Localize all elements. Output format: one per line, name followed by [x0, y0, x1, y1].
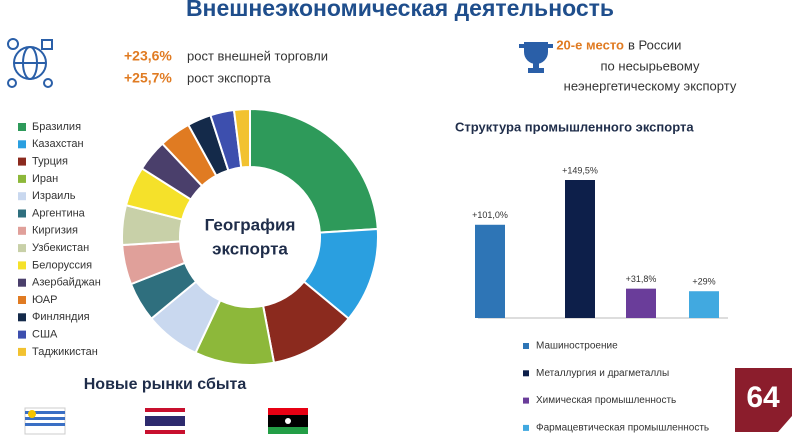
- badge-text: 64: [746, 381, 780, 414]
- legend-swatch: [18, 192, 26, 201]
- legend-swatch: [18, 140, 26, 149]
- badge: [735, 368, 792, 432]
- legend-label: Израиль: [32, 190, 76, 202]
- bar: [475, 224, 505, 318]
- bar: [565, 180, 595, 318]
- legend-swatch: [523, 424, 529, 431]
- stat-value: +25,7%: [124, 70, 172, 86]
- globe-icon: [7, 38, 53, 88]
- bar: [689, 291, 719, 318]
- chart-title: Структура промышленного экспорта: [455, 119, 694, 134]
- legend-label: Фармацевтическая промышленность: [536, 423, 709, 434]
- legend-swatch: [18, 209, 26, 218]
- legend-swatch: [18, 330, 26, 339]
- legend-swatch: [18, 347, 26, 356]
- flag-thailand: [145, 408, 185, 434]
- stat-value: +23,6%: [124, 48, 172, 64]
- legend-label: Финляндия: [32, 311, 90, 323]
- legend-swatch: [18, 313, 26, 322]
- legend-label: Азербайджан: [32, 277, 101, 289]
- legend-swatch: [18, 278, 26, 287]
- legend-label: Киргизия: [32, 225, 78, 237]
- rank-line: неэнергетическому экспорту: [564, 78, 737, 93]
- legend-label: Узбекистан: [32, 242, 89, 254]
- legend-swatch: [18, 296, 26, 304]
- value-label: +149,5%: [562, 165, 598, 175]
- markets-title: Новые рынки сбыта: [84, 376, 247, 393]
- donut-slice: [232, 107, 251, 169]
- stat-label: рост внешней торговли: [187, 48, 328, 63]
- center-label: экспорта: [212, 239, 288, 258]
- center-label: География: [205, 215, 296, 234]
- legend-label: Турция: [32, 156, 68, 168]
- value-label: +101,0%: [472, 210, 508, 220]
- slide-title: Внешнеэкономическая деятельность: [186, 0, 614, 21]
- value-label: +29%: [692, 277, 715, 287]
- legend-label: ЮАР: [32, 294, 57, 306]
- legend-label: Иран: [32, 173, 58, 185]
- legend-label: Аргентина: [32, 207, 86, 219]
- legend-label: Таджикистан: [32, 346, 98, 358]
- legend-label: Химическая промышленность: [536, 395, 676, 406]
- legend-swatch: [523, 397, 529, 404]
- legend-swatch: [18, 174, 26, 183]
- legend-label: Металлургия и драгметаллы: [536, 368, 669, 379]
- legend-swatch: [18, 244, 26, 253]
- rank-line: по несырьевому: [601, 58, 700, 73]
- legend-label: Белоруссия: [32, 259, 92, 271]
- donut-slice: [249, 107, 379, 234]
- legend-swatch: [523, 343, 529, 349]
- flag-uruguay: [24, 407, 66, 435]
- legend-swatch: [18, 261, 26, 270]
- legend-swatch: [18, 123, 26, 131]
- value-label: +31,8%: [626, 274, 657, 284]
- legend-label: Машиностроение: [536, 341, 618, 352]
- rank-line: в России: [628, 37, 681, 52]
- legend-swatch: [18, 157, 26, 166]
- rank-value: 20-е место: [556, 37, 624, 52]
- legend-label: США: [32, 329, 58, 341]
- bar: [626, 288, 656, 318]
- trophy-icon: [519, 42, 553, 73]
- legend-swatch: [523, 370, 529, 377]
- flag-libya: [268, 408, 308, 434]
- legend-label: Бразилия: [32, 121, 81, 133]
- stat-label: рост экспорта: [187, 70, 272, 85]
- legend-label: Казахстан: [32, 138, 84, 150]
- legend-swatch: [18, 226, 26, 235]
